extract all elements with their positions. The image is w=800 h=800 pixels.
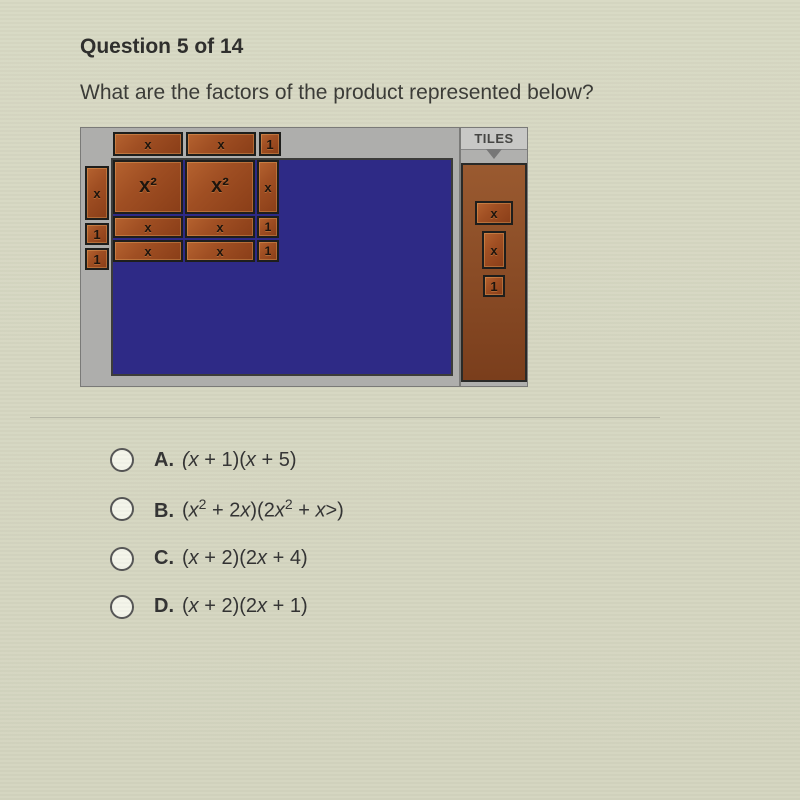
option-c[interactable]: C.(x + 2)(2x + 4): [110, 547, 780, 571]
tile-x: x: [113, 240, 183, 262]
question-text: What are the factors of the product repr…: [80, 81, 780, 105]
tile-x: x: [113, 216, 183, 238]
palette-body: x x 1: [461, 163, 527, 382]
tiles-palette: TILES x x 1: [459, 128, 527, 386]
radio-icon[interactable]: [110, 595, 134, 619]
top-factor-labels: x x 1: [113, 132, 281, 156]
left-factor-labels: x 1 1: [85, 166, 109, 270]
radio-icon[interactable]: [110, 448, 134, 472]
radio-icon[interactable]: [110, 497, 134, 521]
option-d[interactable]: D.(x + 2)(2x + 1): [110, 595, 780, 619]
tile-1: 1: [257, 240, 279, 262]
answer-options: A.(x + 1)(x + 5) B.(x2 + 2x)(2x2 + x>) C…: [80, 448, 780, 619]
left-label-1: 1: [85, 248, 109, 270]
option-c-label: C.(x + 2)(2x + 4): [154, 547, 308, 570]
tile-x: x: [257, 160, 279, 214]
option-a[interactable]: A.(x + 1)(x + 5): [110, 448, 780, 472]
tile-x: x: [185, 216, 255, 238]
top-label-x: x: [113, 132, 183, 156]
palette-label: TILES: [461, 128, 527, 150]
tile-1: 1: [257, 216, 279, 238]
palette-tile-1[interactable]: 1: [483, 275, 505, 297]
option-b-label: B.(x2 + 2x)(2x2 + x>): [154, 496, 344, 523]
product-grid: x² x² x x x 1 x x 1: [113, 160, 279, 264]
tiles-board: x x 1 x 1 1 x² x² x x x 1 x x 1: [81, 128, 459, 386]
divider: [30, 417, 660, 418]
palette-tile-x[interactable]: x: [475, 201, 513, 225]
left-label-1: 1: [85, 223, 109, 245]
question-counter: Question 5 of 14: [80, 35, 780, 59]
radio-icon[interactable]: [110, 547, 134, 571]
option-a-label: A.(x + 1)(x + 5): [154, 449, 297, 472]
algebra-tiles-diagram: x x 1 x 1 1 x² x² x x x 1 x x 1: [80, 127, 528, 387]
top-label-x: x: [186, 132, 256, 156]
left-label-x: x: [85, 166, 109, 220]
palette-arrow-icon: [486, 149, 502, 159]
tile-x-squared: x²: [185, 160, 255, 214]
option-d-label: D.(x + 2)(2x + 1): [154, 595, 308, 618]
tile-x: x: [185, 240, 255, 262]
tile-x-squared: x²: [113, 160, 183, 214]
option-b[interactable]: B.(x2 + 2x)(2x2 + x>): [110, 496, 780, 523]
top-label-1: 1: [259, 132, 281, 156]
palette-tile-x[interactable]: x: [482, 231, 506, 269]
